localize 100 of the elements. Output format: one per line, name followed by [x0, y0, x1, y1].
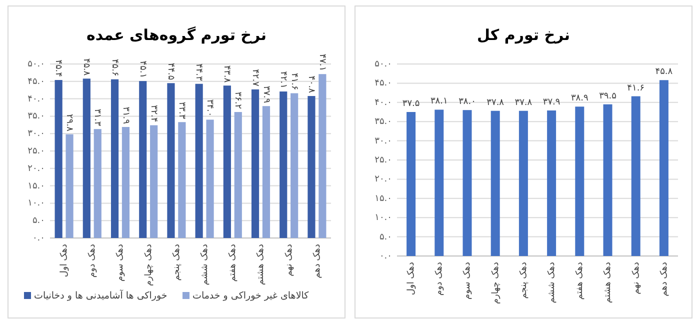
bar	[631, 96, 640, 256]
bar	[603, 104, 612, 256]
y-tick-label: ۴۰.۰	[374, 98, 392, 108]
y-tick-label: ۴۵.۰	[374, 78, 392, 89]
y-tick-label: ۱۰.۰	[28, 198, 45, 209]
data-label: ۳۷.۸	[486, 98, 504, 108]
y-tick-label: ۳۰.۰	[374, 136, 392, 146]
data-label: ۴۵.۴	[53, 60, 64, 78]
data-label: ۴۱.۶	[627, 83, 645, 94]
x-tick-label: دهک نهم	[284, 244, 294, 276]
bar	[223, 86, 231, 238]
data-label: ۳۸.۱	[430, 96, 448, 107]
data-label: ۴۷.۱	[316, 54, 327, 72]
data-label: ۳۷.۹	[260, 86, 271, 104]
data-label: ۳۸.۰	[458, 97, 476, 108]
bar	[167, 83, 175, 238]
data-label: ۳۳.۳	[176, 102, 186, 120]
data-label: ۳۱.۳	[92, 108, 102, 126]
x-tick-label: دهک هفتم	[575, 262, 586, 300]
x-tick-label: دهک دهم	[659, 262, 670, 296]
bar	[462, 110, 472, 256]
x-tick-label: دهک نهم	[631, 262, 642, 294]
y-tick-label: ۲۰.۰	[28, 164, 45, 174]
bar	[122, 126, 130, 238]
data-label: ۳۷.۸	[514, 98, 532, 108]
data-label: ۴۲.۱	[278, 71, 288, 88]
data-label: ۴۵.۸	[655, 67, 673, 78]
y-tick-label: ۰.۰	[32, 233, 45, 244]
x-tick-label: دهک سوم	[462, 262, 473, 300]
data-label: ۴۲.۷	[250, 69, 260, 87]
data-label: ۴۴.۵	[166, 62, 176, 80]
data-label: ۳۱.۹	[120, 106, 130, 124]
bar	[150, 125, 158, 238]
chart-title: نرخ تورم گروه‌های عمده	[86, 26, 266, 44]
legend-label: کالاهای غیر خوراکی و خدمات	[192, 290, 310, 302]
data-label: ۲۹.۸	[64, 114, 74, 132]
data-label: ۴۱.۶	[288, 72, 299, 90]
y-tick-label: ۵۰.۰	[28, 59, 45, 70]
y-tick-label: ۱۵.۰	[374, 194, 392, 204]
data-label: ۳۴.۰	[204, 99, 215, 117]
bar	[434, 110, 444, 256]
x-tick-label: دهک دوم	[434, 262, 445, 296]
data-label: ۳۷.۵	[402, 99, 420, 109]
x-tick-label: دهک ششم	[547, 262, 558, 304]
bar	[94, 129, 102, 238]
x-tick-label: دهک هفتم	[228, 244, 238, 282]
y-tick-label: ۴۰.۰	[28, 94, 45, 104]
x-tick-label: دهک سوم	[116, 244, 126, 282]
bar	[547, 110, 556, 256]
x-tick-label: دهک چهارم	[144, 244, 154, 286]
x-tick-label: دهک هشتم	[256, 244, 266, 286]
data-label: ۳۹.۵	[599, 91, 617, 102]
bar	[251, 89, 260, 238]
x-tick-label: دهک اول	[60, 244, 70, 278]
bar	[262, 106, 270, 238]
y-tick-label: ۳۵.۰	[374, 117, 392, 128]
y-tick-label: ۳۵.۰	[28, 112, 45, 122]
bar	[206, 120, 214, 238]
bar	[280, 91, 288, 238]
bar	[66, 134, 74, 238]
data-label: ۴۵.۶	[109, 58, 120, 76]
y-tick-label: ۱۵.۰	[28, 181, 45, 192]
bar	[490, 110, 500, 256]
data-label: ۳۲.۴	[148, 104, 158, 122]
data-label: ۳۷.۹	[542, 97, 560, 108]
bar	[195, 84, 203, 238]
x-tick-label: دهک هشتم	[603, 262, 614, 304]
bar	[318, 74, 326, 238]
y-tick-label: ۵.۰	[32, 216, 45, 226]
legend-label: خوراکی ها آشامیدنی ها و دخانیات	[34, 290, 168, 302]
x-tick-label: دهک دوم	[88, 244, 98, 278]
bar	[178, 122, 186, 238]
bar	[110, 79, 119, 238]
y-tick-label: ۳۰.۰	[28, 129, 45, 140]
y-tick-label: ۱۰.۰	[374, 213, 392, 224]
data-label: ۳۶.۲	[232, 92, 243, 110]
y-tick-label: ۲۵.۰	[28, 146, 45, 156]
y-tick-label: ۲۵.۰	[374, 155, 392, 166]
data-label: ۴۴.۳	[194, 63, 204, 81]
bar	[82, 78, 90, 238]
data-label: ۳۸.۹	[570, 94, 588, 104]
bar	[308, 96, 316, 238]
x-tick-label: دهک ششم	[200, 244, 210, 286]
bar	[659, 80, 668, 256]
y-tick-label: ۵.۰	[379, 232, 392, 242]
bar	[518, 110, 528, 256]
data-label: ۴۰.۸	[306, 76, 316, 94]
data-label: ۴۵.۸	[81, 58, 92, 76]
x-tick-label: دهک چهارم	[490, 262, 501, 304]
data-label: ۴۳.۸	[222, 65, 232, 83]
bar	[234, 112, 242, 238]
chart-title: نرخ تورم کل	[477, 26, 570, 44]
x-tick-label: دهک پنجم	[518, 262, 529, 299]
x-tick-label: دهک پنجم	[172, 244, 182, 281]
x-tick-label: دهک دهم	[312, 244, 322, 278]
bar	[575, 106, 584, 256]
y-tick-label: ۲۰.۰	[374, 174, 392, 185]
bar	[139, 81, 147, 238]
y-tick-label: ۵۰.۰	[374, 59, 392, 70]
bar	[54, 80, 62, 238]
